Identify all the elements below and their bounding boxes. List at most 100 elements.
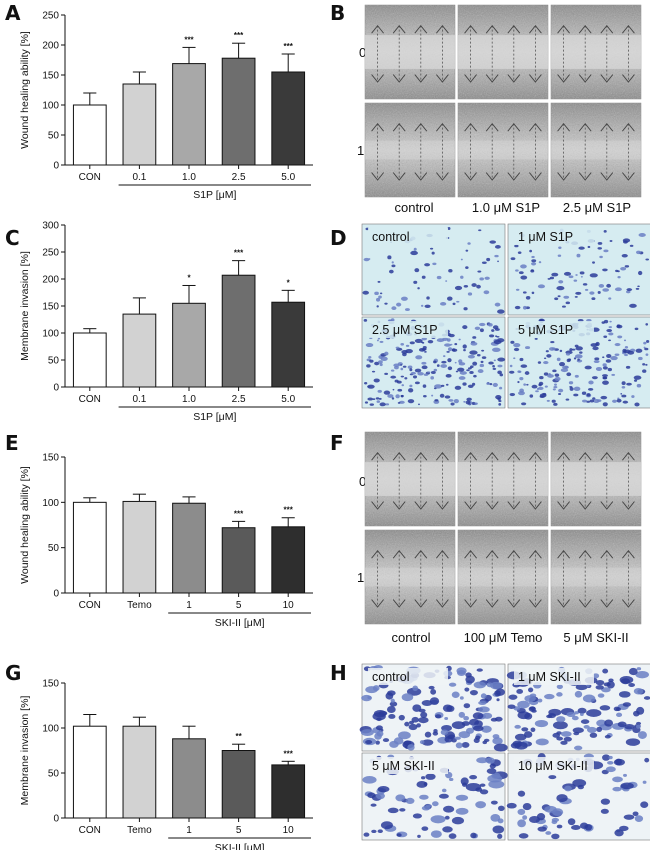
stained-cell <box>493 359 496 362</box>
stained-cell <box>479 328 484 333</box>
stained-cell <box>600 395 608 400</box>
stained-cell <box>424 304 431 308</box>
stained-cell <box>445 374 452 378</box>
scratch-image <box>364 102 456 198</box>
stained-cell <box>546 354 552 358</box>
stained-cell <box>579 351 583 354</box>
stained-cell <box>580 712 584 716</box>
y-tick-label: 100 <box>42 724 59 735</box>
stained-cell <box>494 328 500 331</box>
stained-cell <box>614 353 620 356</box>
stained-cell <box>367 792 376 799</box>
stained-cell <box>569 387 574 391</box>
stained-cell <box>539 376 544 380</box>
stained-cell <box>378 295 382 299</box>
stained-cell <box>619 825 629 832</box>
stained-cell <box>584 288 589 291</box>
stained-cell <box>488 361 494 365</box>
stained-cell <box>479 322 486 327</box>
stained-cell <box>451 816 465 825</box>
stained-cell <box>447 734 456 739</box>
stained-cell <box>626 290 631 294</box>
stained-cell <box>592 397 596 400</box>
invasion-image: 1 μM S1P <box>507 223 650 316</box>
y-tick-label: 100 <box>42 498 59 509</box>
arrow-head-down <box>414 599 428 608</box>
stained-cell <box>398 714 405 721</box>
y-tick-label: 0 <box>53 589 59 600</box>
arrow-head-down <box>392 599 406 608</box>
arrow-head-down <box>578 599 592 608</box>
stained-cell <box>587 388 594 391</box>
stained-cell <box>552 732 561 738</box>
stained-cell <box>414 268 420 273</box>
arrow-head-up <box>371 24 384 34</box>
stained-cell <box>448 682 457 687</box>
stained-cell <box>421 739 434 746</box>
label-backdrop <box>514 668 594 685</box>
arrow-head-up <box>485 549 499 559</box>
stained-cell <box>420 711 428 718</box>
stained-cell <box>365 342 374 348</box>
stained-cell <box>379 340 384 343</box>
stained-cell <box>433 360 437 364</box>
stained-cell <box>458 376 466 380</box>
stained-cell <box>621 381 626 386</box>
stained-cell <box>623 814 635 820</box>
stained-cell <box>417 834 421 838</box>
y-axis-label: Wound healing ability [%] <box>19 466 31 584</box>
stained-cell <box>414 368 422 373</box>
stained-cell <box>495 688 505 696</box>
stained-cell <box>490 681 503 690</box>
stained-cell <box>583 725 590 729</box>
stained-cell <box>465 266 469 269</box>
stained-cell <box>499 373 504 377</box>
arrow-head-down <box>464 501 477 510</box>
image-label: 1 μM S1P <box>518 230 573 244</box>
scratch-image <box>550 529 642 625</box>
stained-cell <box>384 302 388 305</box>
arrow-head-down <box>600 599 614 608</box>
arrow-head-up <box>392 122 406 132</box>
stained-cell <box>542 392 547 395</box>
stained-cell <box>614 287 622 292</box>
stained-cell <box>531 384 538 389</box>
stained-cell <box>525 346 531 350</box>
label-backdrop <box>514 228 594 245</box>
wound-area <box>551 35 641 69</box>
stained-cell <box>580 719 590 724</box>
stained-cell <box>617 397 620 400</box>
stained-cell <box>396 302 402 307</box>
y-tick-label: 50 <box>48 131 60 142</box>
stained-cell <box>497 260 499 263</box>
stained-cell <box>573 357 577 360</box>
stained-cell <box>375 740 380 745</box>
stained-cell <box>593 360 600 364</box>
stained-cell <box>622 400 629 404</box>
stained-cell <box>472 336 477 339</box>
stained-cell <box>491 329 495 332</box>
y-tick-label: 150 <box>42 71 59 82</box>
stained-cell <box>529 706 536 711</box>
stained-cell <box>617 276 621 279</box>
stained-cell <box>446 350 450 353</box>
stained-cell <box>638 270 643 276</box>
stained-cell <box>457 367 465 372</box>
stained-cell <box>374 361 380 366</box>
stained-cell <box>420 304 424 307</box>
arrow-head-up <box>507 24 521 34</box>
stained-cell <box>469 350 478 355</box>
invasion-images-h: control 1 μM SKI-II 5 μM SKI-II 10 μM SKI-I… <box>359 663 650 841</box>
arrow-head-down <box>414 74 428 83</box>
stained-cell <box>382 738 390 743</box>
stained-cell <box>474 326 481 330</box>
stained-cell <box>607 367 613 372</box>
stained-cell <box>604 719 614 727</box>
label-backdrop <box>368 321 448 338</box>
stained-cell <box>564 785 572 792</box>
stained-cell <box>418 708 426 713</box>
stained-cell <box>456 300 460 303</box>
stained-cell <box>556 716 566 723</box>
stained-cell <box>448 268 453 273</box>
stained-cell <box>589 273 598 278</box>
